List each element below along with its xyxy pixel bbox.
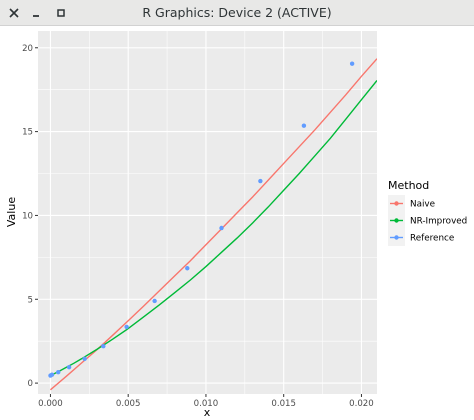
y-axis-title: Value [5, 197, 18, 227]
y-tick-label: 5 [28, 295, 33, 305]
legend-key-point [394, 218, 399, 223]
close-icon [9, 8, 19, 18]
minimize-button[interactable] [26, 3, 46, 23]
plot-area: 0 5 10 15 20 0.000 0.005 0.010 0.015 0.020 x Val… [0, 27, 474, 420]
reference-point [301, 123, 307, 128]
x-axis: 0.000 0.005 0.010 0.015 0.020 [38, 394, 374, 409]
close-button[interactable] [4, 3, 24, 23]
x-tick-label: 0.015 [271, 399, 296, 409]
x-tick-label: 0.020 [349, 399, 374, 409]
series-layer [48, 58, 377, 391]
reference-point [258, 178, 263, 184]
maximize-icon [57, 9, 65, 17]
ggplot-chart: 0 5 10 15 20 0.000 0.005 0.010 0.015 0.020 x Val… [5, 31, 467, 419]
reference-point [349, 61, 355, 66]
title-bar[interactable]: R Graphics: Device 2 (ACTIVE) [0, 0, 474, 26]
legend-key-point [394, 201, 399, 206]
reference-point [66, 364, 72, 370]
minimize-icon [33, 15, 39, 17]
minor-grid [38, 31, 377, 394]
window-title: R Graphics: Device 2 (ACTIVE) [142, 5, 332, 20]
major-grid [38, 31, 377, 394]
y-tick-label: 0 [28, 379, 33, 389]
reference-point [82, 356, 87, 361]
reference-point [219, 225, 224, 231]
legend-key-point [394, 235, 399, 240]
panel-background [38, 31, 377, 394]
y-axis: 0 5 10 15 20 [22, 44, 38, 389]
reference-point [101, 344, 106, 349]
reference-point [49, 372, 55, 377]
series-line-nr-improved [50, 80, 377, 377]
x-axis-title: x [204, 406, 211, 419]
y-tick-label: 10 [22, 211, 33, 221]
series-line-naive [49, 58, 377, 391]
y-tick-label: 15 [22, 128, 33, 138]
x-tick-label: 0.005 [116, 399, 141, 409]
legend-label-naive: Naive [410, 200, 435, 210]
legend-label-reference: Reference [410, 234, 454, 244]
legend: Method Naive NR-Improved Reference [388, 179, 467, 246]
x-tick-label: 0.010 [194, 399, 219, 409]
legend-label-nr-improved: NR-Improved [410, 217, 467, 227]
reference-point [124, 324, 129, 330]
reference-point [152, 298, 157, 304]
reference-point [185, 266, 190, 271]
y-tick-label: 20 [22, 44, 33, 54]
x-tick-label: 0.000 [38, 399, 63, 409]
reference-point [56, 370, 61, 375]
maximize-button[interactable] [51, 3, 71, 23]
legend-title: Method [388, 179, 429, 192]
